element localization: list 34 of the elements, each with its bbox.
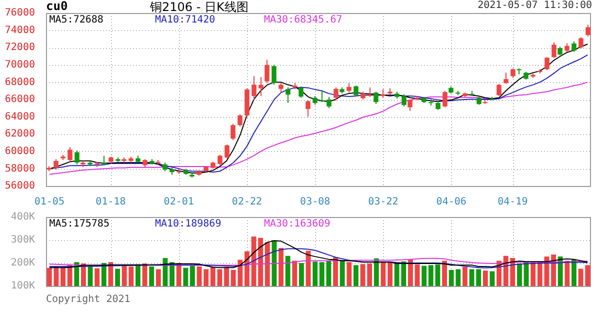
y-tick-label: 60000 (4, 146, 35, 157)
chart-subtitle: cu0 (46, 0, 68, 13)
text: MA10:71420 (155, 14, 216, 26)
x-tick-label: 02-22 (232, 196, 262, 208)
y-tick-label: 100K (10, 280, 35, 292)
text: MA5:175785 (49, 218, 110, 230)
y-tick-label: 300K (10, 234, 35, 246)
y-tick-label: 72000 (4, 42, 35, 54)
y-tick-label: 62000 (4, 128, 35, 140)
y-tick-label: 70000 (4, 59, 35, 70)
text: MA5:72688 (49, 14, 104, 26)
y-tick-label: 64000 (4, 111, 35, 122)
y-tick-label: 66000 (4, 94, 35, 106)
y-tick-label: 58000 (4, 163, 35, 174)
text: MA30:68345.67 (264, 14, 342, 26)
y-tick-label: 74000 (4, 24, 35, 36)
text: MA30:163609 (264, 218, 330, 230)
text: 2021-05-07 11:30:00 (478, 0, 592, 11)
x-tick-label: 02-01 (164, 196, 194, 208)
candlestick (320, 90, 324, 102)
y-tick-label: 400K (10, 212, 35, 223)
chart-title: 铜2106 - 日K线图 (150, 0, 248, 15)
y-tick-label: 68000 (4, 76, 35, 88)
text: MA10:189869 (155, 218, 222, 230)
x-tick-label: 01-05 (34, 196, 64, 208)
x-tick-label: 03-22 (368, 196, 398, 208)
x-tick-label: 01-18 (96, 196, 126, 208)
y-tick-label: 76000 (4, 8, 35, 19)
y-tick-label: 200K (10, 258, 35, 269)
x-tick-label: 03-08 (300, 196, 330, 208)
text: Copyright 2021 (46, 294, 130, 305)
x-tick-label: 04-19 (498, 196, 528, 208)
y-tick-label: 56000 (4, 180, 35, 192)
x-tick-label: 04-06 (436, 196, 466, 208)
